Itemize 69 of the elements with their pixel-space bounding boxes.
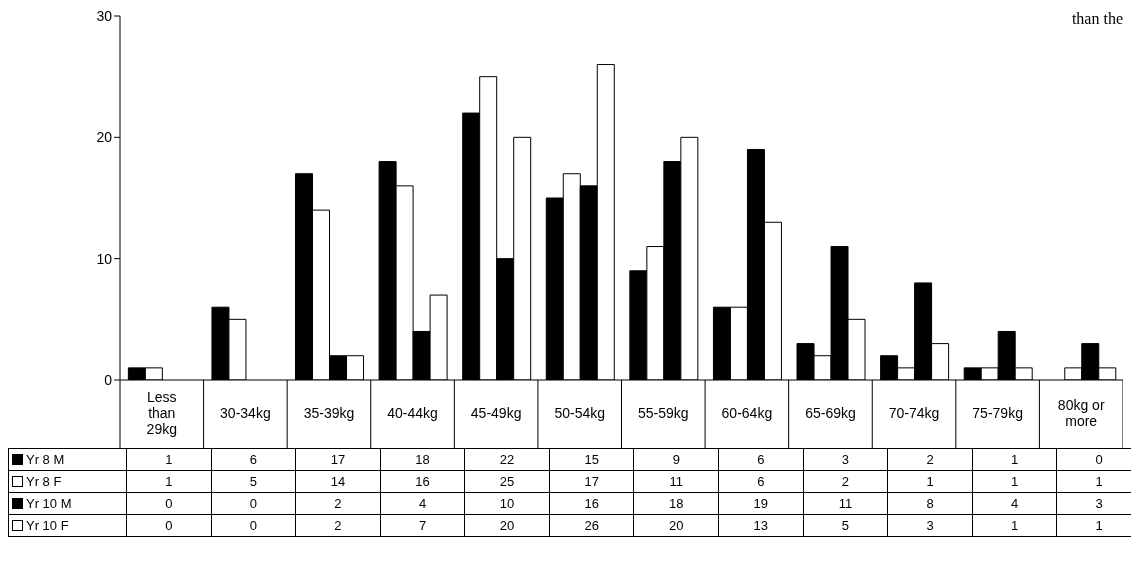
- data-label: 26: [549, 514, 634, 537]
- legend-label: Yr 10 F: [8, 514, 127, 537]
- data-label: 0: [126, 514, 212, 537]
- x-tick-label: 60-64kg: [721, 405, 773, 421]
- x-tick-label: 55-59kg: [637, 405, 689, 421]
- data-label: 13: [718, 514, 804, 537]
- data-label: 17: [295, 448, 381, 471]
- x-tick-label: 40-44kg: [387, 405, 438, 421]
- data-label: 1: [126, 470, 212, 493]
- y-tick-label: 10: [96, 250, 113, 267]
- y-tick-label: 0: [104, 371, 113, 388]
- x-tick-label: 30-34kg: [220, 405, 271, 421]
- data-label: 5: [211, 470, 296, 493]
- x-tick-label: 70-74kg: [888, 405, 940, 421]
- data-label: 19: [718, 492, 804, 515]
- data-label: 1: [126, 448, 212, 471]
- y-tick-label: 30: [96, 7, 113, 24]
- y-tick-label: 20: [96, 129, 113, 146]
- x-tick-label: 75-79kg: [972, 405, 1023, 421]
- data-label: 2: [295, 492, 381, 515]
- data-label: 10: [464, 492, 550, 515]
- data-label: 0: [211, 514, 296, 537]
- data-label: 3: [1056, 492, 1131, 515]
- data-label: 11: [633, 470, 719, 493]
- data-label: 11: [803, 492, 888, 515]
- data-label: 14: [295, 470, 381, 493]
- data-label: 4: [380, 492, 465, 515]
- data-label: 6: [718, 470, 804, 493]
- data-label: 16: [380, 470, 465, 493]
- data-label: 6: [718, 448, 804, 471]
- data-label: 18: [380, 448, 465, 471]
- data-label: 0: [1056, 448, 1131, 471]
- data-label: 18: [633, 492, 719, 515]
- x-tick-label: 35-39kg: [303, 405, 355, 421]
- data-label: 7: [380, 514, 465, 537]
- data-label: 1: [1056, 514, 1131, 537]
- data-label: 2: [803, 470, 888, 493]
- x-tick-label: 65-69kg: [805, 405, 856, 421]
- data-label: 25: [464, 470, 550, 493]
- data-label: 2: [887, 448, 973, 471]
- legend-label: Yr 8 F: [8, 470, 127, 493]
- data-label: 20: [633, 514, 719, 537]
- data-label: 2: [295, 514, 381, 537]
- data-label: 15: [549, 448, 634, 471]
- x-tick-label: 80kg or more: [1057, 397, 1105, 429]
- data-label: 16: [549, 492, 634, 515]
- data-label: 0: [211, 492, 296, 515]
- x-tick-label: 50-54kg: [554, 405, 606, 421]
- x-tick-label: Less than 29kg: [146, 389, 177, 437]
- data-label: 6: [211, 448, 296, 471]
- data-label: 5: [803, 514, 888, 537]
- x-tick-label: 45-49kg: [470, 405, 522, 421]
- data-label: 3: [803, 448, 888, 471]
- data-label: 1: [972, 448, 1057, 471]
- legend-label: Yr 10 M: [8, 492, 127, 515]
- data-label: 0: [126, 492, 212, 515]
- data-label: 22: [464, 448, 550, 471]
- data-label: 8: [887, 492, 973, 515]
- legend-label: Yr 8 M: [8, 448, 127, 471]
- data-label: 9: [633, 448, 719, 471]
- annotation: than the: [1071, 10, 1123, 28]
- data-label: 1: [1056, 470, 1131, 493]
- data-label: 3: [887, 514, 973, 537]
- data-label: 1: [972, 470, 1057, 493]
- data-label: 1: [972, 514, 1057, 537]
- data-label: 1: [887, 470, 973, 493]
- data-label: 20: [464, 514, 550, 537]
- data-label: 4: [972, 492, 1057, 515]
- data-label: 17: [549, 470, 634, 493]
